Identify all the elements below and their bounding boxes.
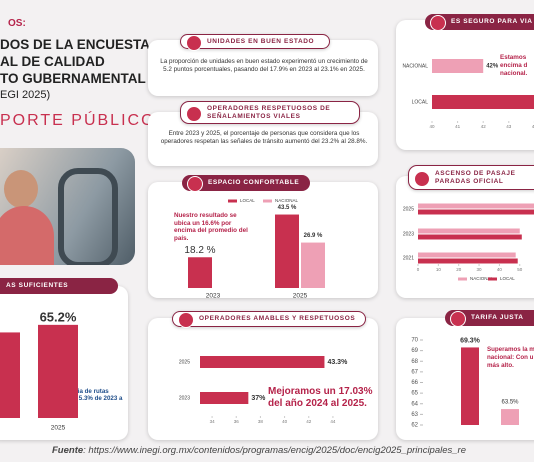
chart-card — [396, 176, 534, 298]
chart-card — [396, 318, 534, 440]
chart-note: Estamos encima d nacional. — [500, 54, 528, 77]
header-subtitle: PORTE PÚBLICO· — [0, 112, 163, 129]
panel-text: Entre 2023 y 2025, el porcentaje de pers… — [160, 130, 368, 145]
chart-title: ASCENSO DE PASAJE PARADAS OFICIAL — [408, 165, 534, 190]
panel-text: La proporción de unidades en buen estado… — [160, 58, 368, 73]
chart-card — [148, 318, 378, 440]
icon — [178, 312, 194, 328]
photo — [0, 148, 135, 265]
footer-text: : https://www.inegi.org.mx/contenidos/pr… — [83, 445, 467, 456]
header-line: TO GUBERNAMENTAL — [0, 71, 146, 86]
photo-body — [0, 206, 54, 265]
icon — [187, 176, 203, 192]
footer: Fuente: https://www.inegi.org.mx/conteni… — [52, 445, 466, 456]
header-line: AL DE CALIDAD — [0, 54, 105, 69]
chart-note: Mejoramos un 17.03% del año 2024 al 2025… — [268, 386, 373, 409]
header-title: DOS DE LA ENCUESTA AL DE CALIDAD TO GUBE… — [0, 36, 175, 104]
photo-face — [4, 170, 38, 208]
footer-label: Fuente — [52, 445, 84, 456]
chart-card — [0, 286, 128, 440]
panel-card — [148, 40, 378, 96]
chart-note: Superamos la m nacional: Con u más alto. — [487, 346, 534, 369]
chart-title: TARIFA JUSTA — [445, 310, 534, 327]
chart-title-text: TARIFA JUSTA — [471, 314, 524, 321]
chart-note: La suficiencia de rutas aumentó un 5.3% … — [40, 386, 126, 413]
photo-seat — [58, 168, 118, 265]
panel-title-text: UNIDADES EN BUEN ESTADO — [207, 37, 315, 45]
icon — [186, 105, 202, 122]
chart-title-text: ESPACIO CONFORTABLE — [208, 179, 300, 186]
chart-title-text: ASCENSO DE PASAJE PARADAS OFICIAL — [435, 169, 516, 185]
chart-title: ESPACIO CONFORTABLE — [182, 175, 310, 192]
panel-title: OPERADORES RESPETUOSOS DE SEÑALAMIENTOS … — [180, 101, 360, 124]
panel-title-text: OPERADORES RESPETUOSOS DE SEÑALAMIENTOS … — [207, 104, 331, 120]
chart-title: OPERADORES AMABLES Y RESPETUOSOS — [172, 311, 366, 328]
chart-title: ES SEGURO PARA VIA — [425, 14, 534, 31]
panel-title: UNIDADES EN BUEN ESTADO — [180, 34, 330, 51]
icon — [430, 15, 446, 31]
chart-title-text: ES SEGURO PARA VIA — [451, 18, 533, 25]
chart-title: AS SUFICIENTES — [0, 278, 118, 294]
header-line: DOS DE LA ENCUESTA — [0, 37, 151, 52]
icon — [186, 34, 202, 51]
header-line: OS: — [8, 18, 26, 29]
icon — [414, 170, 430, 187]
chart-card — [396, 20, 534, 150]
header-line: EGI 2025) — [0, 89, 51, 101]
chart-note: Nuestro resultado se ubica un 16.6% por … — [174, 212, 248, 242]
chart-title-text: AS SUFICIENTES — [6, 282, 69, 289]
icon — [450, 311, 466, 327]
chart-title-text: OPERADORES AMABLES Y RESPETUOSOS — [199, 315, 356, 322]
